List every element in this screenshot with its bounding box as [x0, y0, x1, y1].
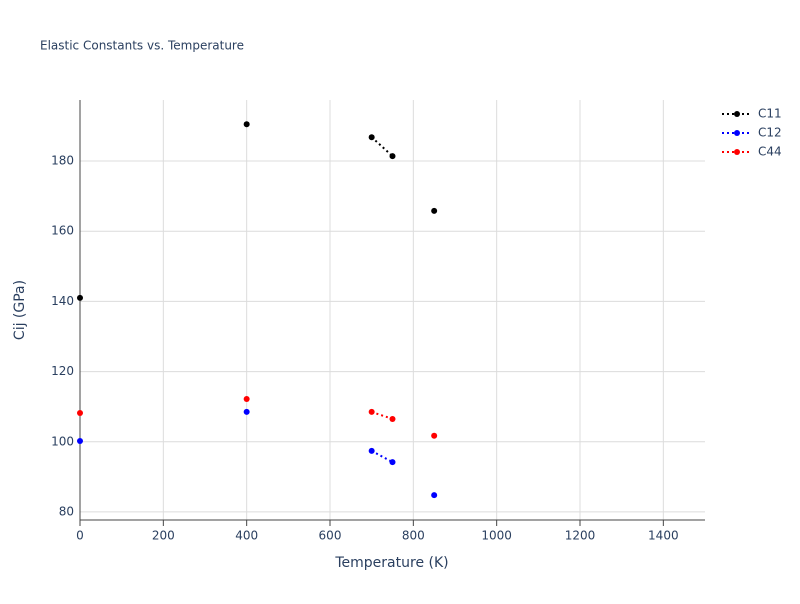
x-tick-label: 400	[235, 529, 258, 543]
x-tick-label: 1400	[648, 529, 679, 543]
data-point	[77, 294, 83, 301]
x-axis-title: Temperature (K)	[334, 555, 448, 571]
data-point	[368, 134, 375, 141]
x-tick-label: 1200	[565, 529, 596, 543]
data-point	[389, 153, 396, 160]
y-tick-label: 100	[51, 434, 74, 448]
data-point	[77, 409, 83, 416]
legend-marker	[734, 111, 740, 117]
y-tick-label: 140	[51, 294, 74, 308]
y-tick-label: 180	[51, 154, 74, 168]
x-tick-label: 1000	[481, 529, 512, 543]
data-point	[431, 432, 438, 439]
data-point	[243, 395, 250, 402]
data-point	[431, 492, 438, 499]
x-tick-label: 600	[319, 529, 342, 543]
x-tick-label: 200	[152, 529, 175, 543]
legend-marker	[734, 130, 740, 136]
chart-title: Elastic Constants vs. Temperature	[40, 39, 244, 53]
x-tick-label: 0	[76, 529, 84, 543]
data-point	[368, 447, 375, 454]
series-line	[371, 410, 393, 420]
y-axis-title: Cij (GPa)	[12, 280, 28, 340]
legend-marker	[734, 149, 740, 155]
legend-label: C12	[758, 126, 782, 140]
data-point	[368, 408, 375, 415]
y-tick-label: 120	[51, 364, 74, 378]
data-point	[243, 121, 250, 128]
y-tick-label: 160	[51, 224, 74, 238]
data-point	[243, 408, 250, 415]
legend-label: C11	[758, 107, 782, 121]
legend-label: C44	[758, 145, 782, 159]
data-point	[431, 207, 438, 214]
y-tick-label: 80	[59, 504, 74, 518]
series-line	[370, 136, 394, 157]
data-point	[389, 459, 396, 466]
data-point	[389, 415, 396, 422]
x-tick-label: 800	[402, 529, 425, 543]
series-line	[371, 449, 393, 463]
data-point	[77, 438, 83, 445]
